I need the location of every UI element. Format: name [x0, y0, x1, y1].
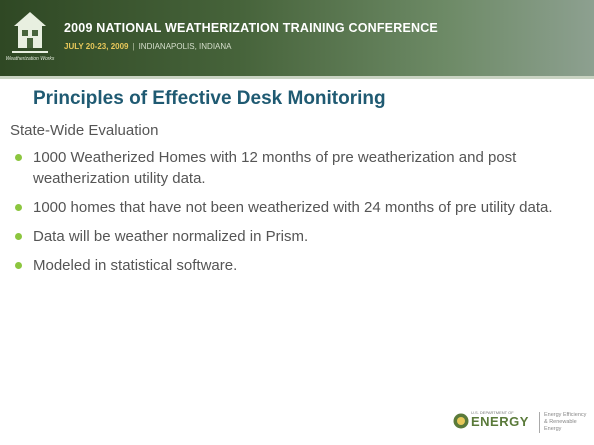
bullet-text: Modeled in statistical software. — [33, 257, 237, 274]
logo-caption: Weatherization Works — [4, 56, 56, 62]
bullet-item: Data will be weather normalized in Prism… — [10, 226, 580, 247]
bullet-dot — [15, 262, 22, 269]
bullet-text: 1000 homes that have not been weatherize… — [33, 199, 553, 216]
doe-eere: Energy Efficiency & Renewable Energy — [539, 412, 590, 433]
separator: | — [129, 42, 139, 51]
bullet-text: 1000 Weatherized Homes with 12 months of… — [33, 149, 516, 187]
slide-title: Principles of Effective Desk Monitoring — [33, 88, 386, 110]
banner-rule — [0, 76, 594, 79]
bullet-item: 1000 homes that have not been weatherize… — [10, 197, 580, 218]
bullet-list: 1000 Weatherized Homes with 12 months of… — [10, 147, 580, 284]
bullet-item: 1000 Weatherized Homes with 12 months of… — [10, 147, 580, 189]
conference-title: 2009 NATIONAL WEATHERIZATION TRAINING CO… — [64, 21, 438, 35]
footer-logo: U.S. DEPARTMENT OF ENERGY Energy Efficie… — [453, 410, 583, 434]
conference-subtitle: JULY 20-23, 2009|INDIANAPOLIS, INDIANA — [64, 42, 232, 51]
bullet-dot — [15, 233, 22, 240]
conference-location: INDIANAPOLIS, INDIANA — [139, 42, 232, 51]
bullet-text: Data will be weather normalized in Prism… — [33, 228, 308, 245]
bullet-dot — [15, 204, 22, 211]
slide-subtitle: State-Wide Evaluation — [10, 122, 158, 139]
slide: Weatherization Works 2009 NATIONAL WEATH… — [0, 0, 594, 445]
conference-dates: JULY 20-23, 2009 — [64, 42, 129, 51]
bullet-dot — [15, 154, 22, 161]
bullet-item: Modeled in statistical software. — [10, 255, 580, 276]
doe-energy: ENERGY — [471, 414, 529, 429]
doe-seal — [453, 413, 469, 429]
banner: Weatherization Works 2009 NATIONAL WEATH… — [0, 0, 594, 76]
